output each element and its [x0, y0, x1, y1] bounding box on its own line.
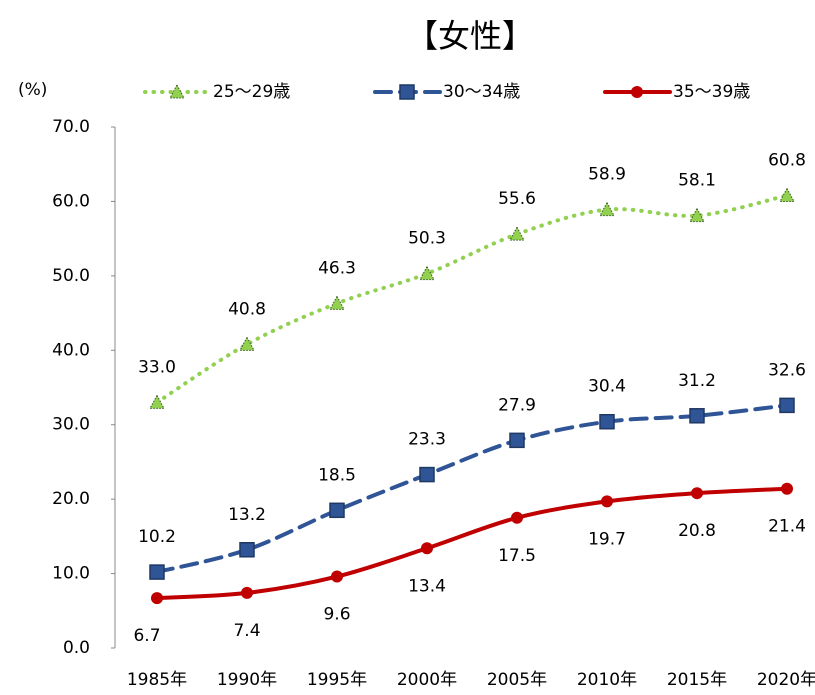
marker [601, 495, 613, 508]
x-tick-label: 1990年 [217, 670, 277, 690]
data-label: 23.3 [408, 430, 446, 450]
data-label: 60.8 [768, 150, 806, 170]
data-label: 21.4 [768, 517, 806, 537]
y-unit: (%) [18, 80, 47, 100]
legend-marker [631, 86, 643, 98]
y-tick-label: 70.0 [52, 117, 90, 137]
data-label: 31.2 [678, 371, 716, 391]
data-label: 58.1 [678, 171, 716, 191]
data-label: 32.6 [768, 360, 806, 380]
data-label: 10.2 [138, 527, 176, 547]
data-label: 6.7 [133, 626, 160, 646]
marker [239, 542, 255, 558]
data-label: 30.4 [588, 377, 626, 397]
marker [329, 502, 345, 519]
legend-marker [399, 84, 415, 100]
data-label: 58.9 [588, 165, 626, 185]
x-tick-label: 2010年 [577, 670, 637, 690]
y-tick-label: 40.0 [52, 340, 90, 360]
legend-marker [169, 83, 185, 99]
legend-label: 25～29歳 [213, 82, 290, 102]
data-label: 20.8 [678, 521, 716, 541]
marker [419, 265, 435, 281]
marker [779, 397, 795, 414]
legend-label: 35～39歳 [673, 82, 750, 102]
data-label: 13.4 [408, 576, 446, 596]
marker [509, 432, 525, 449]
marker [689, 207, 705, 223]
data-label: 46.3 [318, 258, 356, 278]
x-tick-label: 2020年 [757, 670, 815, 690]
marker [511, 511, 523, 524]
marker [689, 408, 705, 424]
y-tick-label: 30.0 [52, 415, 90, 435]
data-label: 9.6 [323, 605, 350, 625]
marker [149, 564, 165, 580]
x-tick-label: 2005年 [487, 670, 547, 690]
legend-label: 30～34歳 [443, 82, 520, 102]
marker [509, 226, 525, 241]
y-tick-label: 50.0 [52, 266, 90, 286]
series-line [155, 403, 789, 575]
data-label: 40.8 [228, 299, 266, 319]
data-label: 17.5 [498, 546, 536, 566]
x-tick-label: 1995年 [307, 670, 367, 690]
data-label: 33.0 [138, 357, 176, 377]
marker [781, 482, 793, 495]
x-tick-label: 2015年 [667, 670, 727, 690]
y-tick-label: 10.0 [52, 564, 90, 584]
chart-title: 【女性】 [406, 17, 534, 55]
marker [779, 187, 795, 202]
data-label: 55.6 [498, 189, 536, 209]
marker [599, 201, 615, 217]
y-tick-label: 20.0 [52, 489, 90, 509]
x-tick-label: 2000年 [397, 670, 457, 690]
series-line [155, 486, 789, 601]
marker [691, 487, 703, 500]
data-label: 27.9 [498, 395, 536, 415]
data-label: 18.5 [318, 465, 356, 485]
marker [241, 586, 253, 599]
y-tick-label: 60.0 [52, 191, 90, 211]
marker [599, 413, 615, 430]
y-tick-label: 0.0 [63, 638, 90, 658]
marker [151, 592, 163, 605]
marker [419, 466, 435, 483]
marker [329, 295, 345, 310]
data-label: 13.2 [228, 505, 266, 525]
marker [239, 336, 255, 351]
marker [421, 542, 433, 555]
marker [149, 394, 165, 409]
data-label: 19.7 [588, 529, 626, 549]
data-label: 7.4 [233, 621, 260, 641]
data-label: 50.3 [408, 229, 446, 249]
x-tick-label: 1985年 [127, 670, 187, 690]
marker [331, 570, 343, 583]
